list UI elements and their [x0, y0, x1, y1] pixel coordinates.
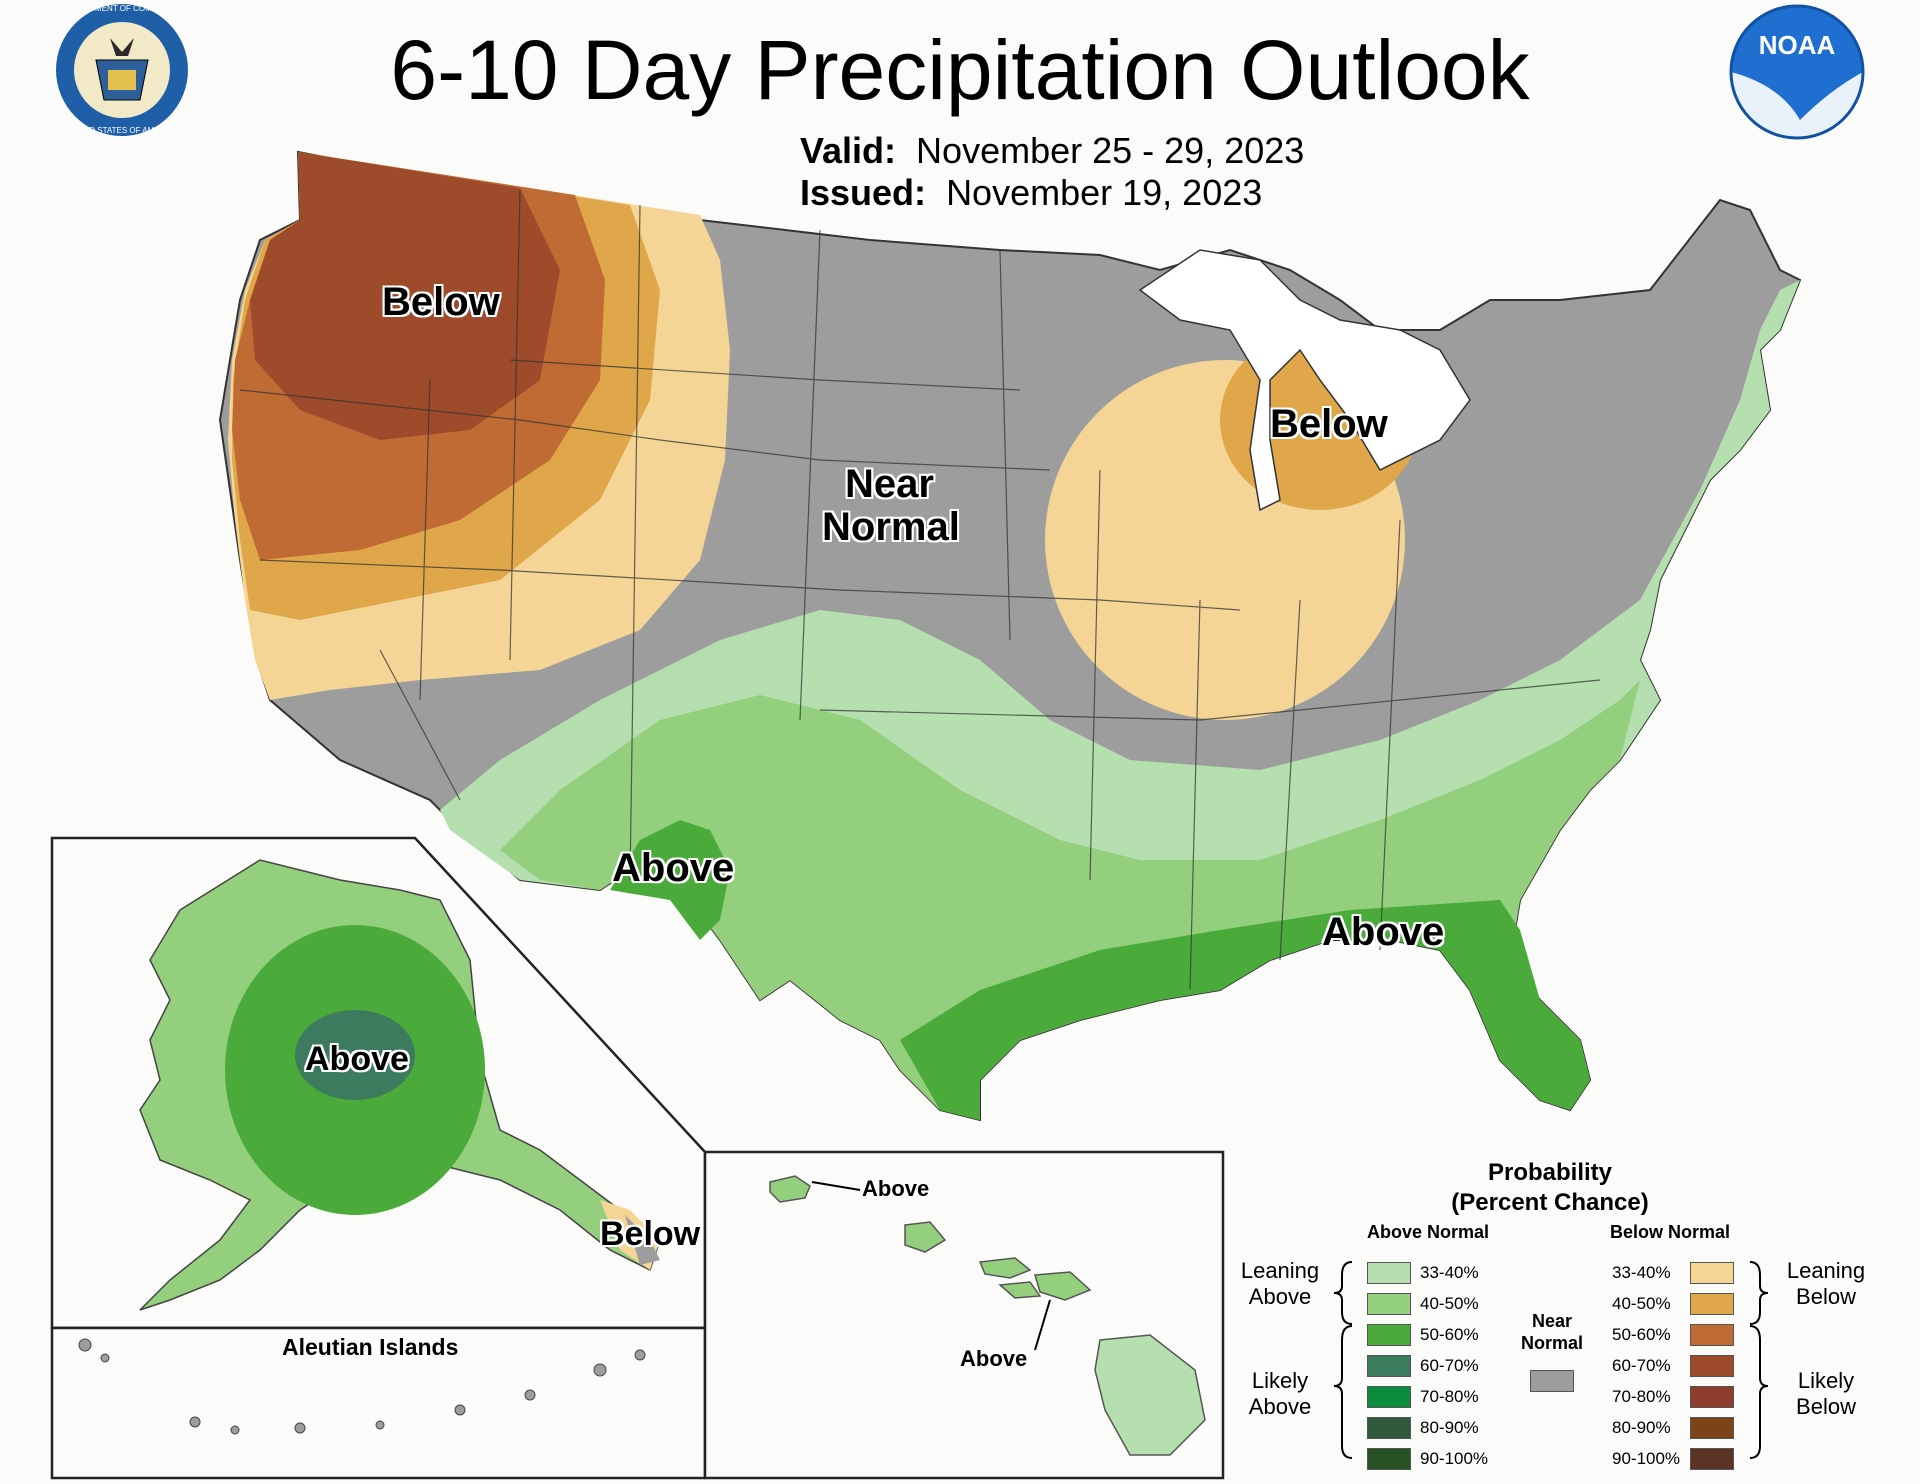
west-below-label: Below — [382, 280, 500, 324]
hawaii-above-label-1: Above — [862, 1176, 930, 1201]
legend-above-label-6: 90-100% — [1420, 1449, 1489, 1468]
leaning-above-2: Above — [1248, 1284, 1312, 1309]
legend-above-label-2: 50-60% — [1420, 1325, 1479, 1344]
legend-below-label-1: 40-50% — [1612, 1294, 1671, 1313]
legend-below-label-5: 80-90% — [1612, 1418, 1671, 1437]
se-above-label: Above — [1322, 910, 1445, 954]
likely-above-2: Above — [1248, 1394, 1312, 1419]
legend-above-swatch-0 — [1367, 1262, 1411, 1284]
near-normal-swatch — [1530, 1370, 1574, 1392]
legend-below-swatch-5 — [1690, 1417, 1734, 1439]
doc-seal-icon — [56, 4, 188, 136]
legend-below-swatch-6 — [1690, 1448, 1734, 1470]
seal-text-bottom: UNITED STATES OF AMERICA — [65, 126, 179, 135]
lakes-below-label: Below — [1270, 402, 1388, 446]
legend-above-swatch-5 — [1367, 1417, 1411, 1439]
legend-below-label-4: 70-80% — [1612, 1387, 1671, 1406]
hawaii-above-label-2: Above — [960, 1346, 1028, 1371]
legend-above-swatch-3 — [1367, 1355, 1411, 1377]
legend-above-swatch-2 — [1367, 1324, 1411, 1346]
legend-below-label-0: 33-40% — [1612, 1263, 1671, 1282]
valid-value: November 25 - 29, 2023 — [916, 130, 1305, 171]
legend-below-swatch-2 — [1690, 1324, 1734, 1346]
legend-above-label-1: 40-50% — [1420, 1294, 1479, 1313]
legend-below-swatch-4 — [1690, 1386, 1734, 1408]
alaska-above-label: Above — [305, 1040, 409, 1078]
legend-above-label-4: 70-80% — [1420, 1387, 1479, 1406]
leaning-below-1: Leaning — [1786, 1258, 1866, 1283]
near-normal-label-2: Normal — [822, 505, 960, 549]
leaning-below-2: Below — [1796, 1284, 1856, 1309]
legend-below-label-3: 60-70% — [1612, 1356, 1671, 1375]
legend-below-swatch-0 — [1690, 1262, 1734, 1284]
legend-above-label-5: 80-90% — [1420, 1418, 1479, 1437]
likely-below-label: Likely Below — [1776, 1368, 1876, 1420]
seal-text-top: DEPARTMENT OF COMMERCE — [63, 4, 181, 13]
legend-title: Probability (Percent Chance) — [1400, 1158, 1700, 1218]
noaa-text: NOAA — [1758, 30, 1836, 60]
noaa-logo-icon — [1729, 4, 1865, 140]
likely-below-2: Below — [1796, 1394, 1856, 1419]
issued-label: Issued: — [800, 172, 927, 213]
issued-value: November 19, 2023 — [946, 172, 1263, 213]
legend-above-header: Above Normal — [1367, 1222, 1490, 1242]
page-title: 6-10 Day Precipitation Outlook — [390, 23, 1530, 117]
sw-above-label: Above — [612, 846, 735, 890]
legend-below-header: Below Normal — [1610, 1222, 1731, 1242]
likely-above-1: Likely — [1251, 1368, 1309, 1393]
near-normal-label-1: Near — [845, 462, 934, 506]
leaning-below-label: Leaning Below — [1776, 1258, 1876, 1310]
alaska-below-label: Below — [600, 1215, 701, 1253]
legend-below-label-6: 90-100% — [1612, 1449, 1681, 1468]
legend-below-swatch-1 — [1690, 1293, 1734, 1315]
legend-above-swatch-1 — [1367, 1293, 1411, 1315]
likely-above-label: Likely Above — [1230, 1368, 1330, 1420]
legend-title-1: Probability — [1487, 1159, 1613, 1186]
near-normal-legend-label: Near Normal — [1502, 1310, 1602, 1354]
valid-label: Valid: — [800, 130, 897, 171]
likely-below-1: Likely — [1797, 1368, 1855, 1393]
leaning-above-label: Leaning Above — [1230, 1258, 1330, 1310]
legend-above-swatch-4 — [1367, 1386, 1411, 1408]
legend-below-swatch-3 — [1690, 1355, 1734, 1377]
leaning-above-1: Leaning — [1240, 1258, 1320, 1283]
near-normal-legend-1: Near — [1531, 1311, 1573, 1331]
legend-title-2: (Percent Chance) — [1451, 1189, 1649, 1216]
valid-dates: Valid: November 25 - 29, 2023 Issued: No… — [800, 130, 1304, 214]
aleutian-islands-label: Aleutian Islands — [282, 1334, 459, 1360]
legend-above-label-0: 33-40% — [1420, 1263, 1479, 1282]
legend-above-label-3: 60-70% — [1420, 1356, 1479, 1375]
legend-above-swatch-6 — [1367, 1448, 1411, 1470]
near-normal-legend-2: Normal — [1520, 1333, 1583, 1353]
legend-below-label-2: 50-60% — [1612, 1325, 1671, 1344]
